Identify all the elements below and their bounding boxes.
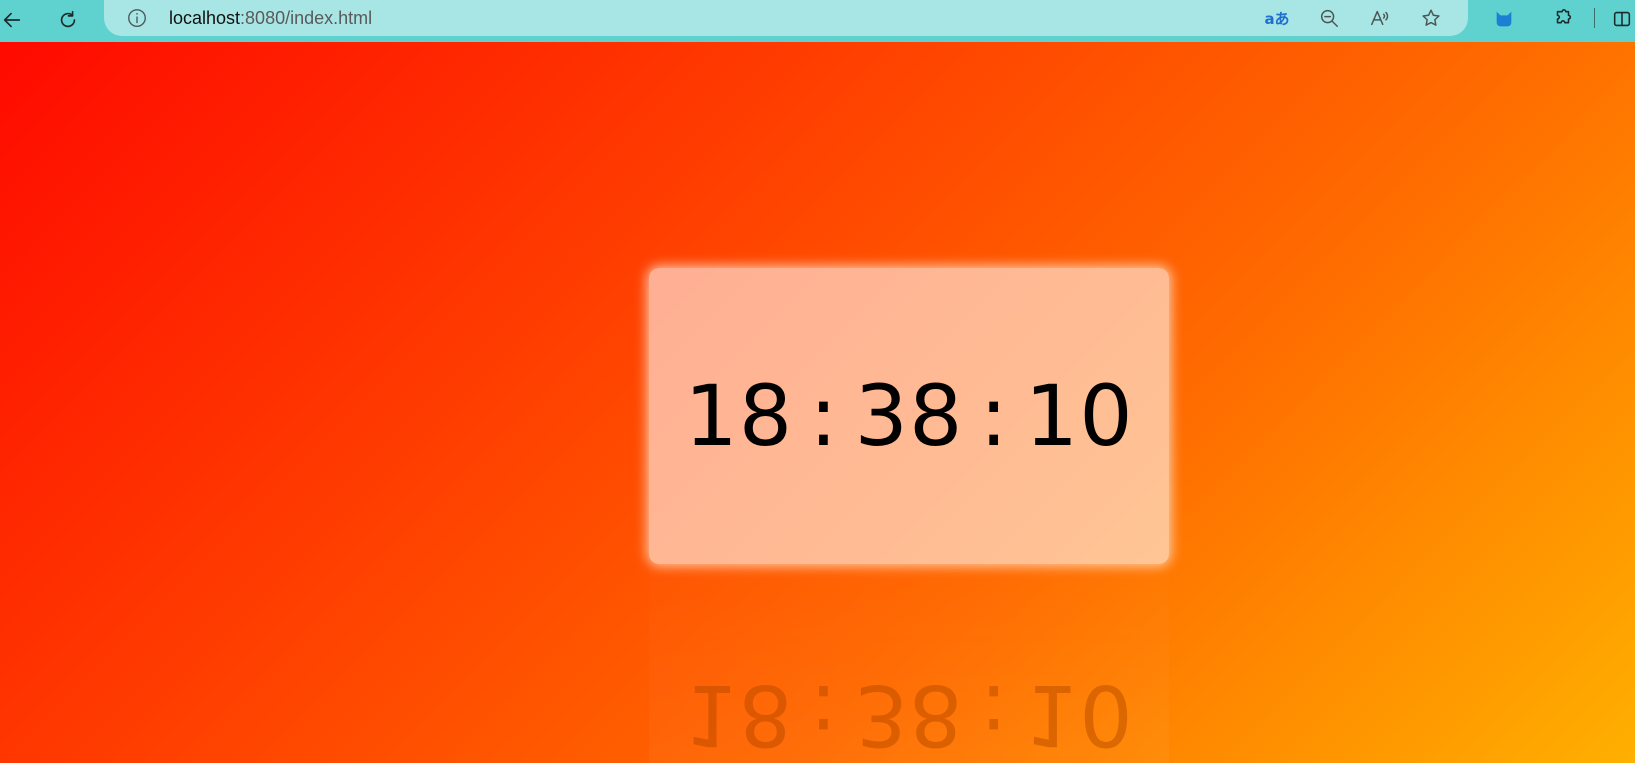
- clock-display: 18:38:10: [684, 367, 1133, 465]
- reload-button[interactable]: [52, 4, 84, 36]
- address-bar[interactable]: localhost:8080/index.html aあ: [104, 0, 1468, 36]
- back-button[interactable]: [0, 4, 28, 36]
- clock-minutes: 38: [854, 367, 964, 465]
- clock-reflection-text: 18:38:10: [684, 666, 1133, 763]
- translate-icon[interactable]: aあ: [1264, 5, 1290, 31]
- translate-label: aあ: [1264, 9, 1290, 28]
- back-arrow-icon: [3, 12, 21, 28]
- cat-extension-icon[interactable]: [1490, 5, 1518, 33]
- zoom-out-icon[interactable]: [1316, 5, 1342, 31]
- clock-reflection: 18:38:10: [649, 567, 1169, 763]
- toolbar-divider: [1594, 8, 1595, 28]
- extensions-puzzle-icon[interactable]: [1549, 5, 1577, 33]
- reflection-separator: :: [809, 666, 839, 763]
- browser-toolbar: localhost:8080/index.html aあ: [0, 0, 1635, 42]
- reflection-seconds: 10: [1024, 666, 1134, 763]
- clock-separator: :: [809, 367, 839, 465]
- url-text[interactable]: localhost:8080/index.html: [169, 7, 372, 29]
- info-icon[interactable]: [126, 7, 148, 29]
- reflection-separator: :: [979, 666, 1009, 763]
- clock-seconds: 10: [1024, 367, 1134, 465]
- clock-card: 18:38:10: [649, 268, 1169, 564]
- clock-hours: 18: [684, 367, 794, 465]
- url-path: :8080/index.html: [240, 8, 373, 28]
- page-viewport: 18:38:10 18:38:10: [0, 42, 1635, 763]
- clock-separator: :: [979, 367, 1009, 465]
- read-aloud-icon[interactable]: [1367, 5, 1393, 31]
- favorite-star-icon[interactable]: [1418, 5, 1444, 31]
- split-screen-icon[interactable]: [1608, 5, 1635, 33]
- reflection-minutes: 38: [854, 666, 964, 763]
- url-host: localhost: [169, 8, 241, 28]
- reflection-hours: 18: [684, 666, 794, 763]
- reload-icon: [60, 10, 76, 28]
